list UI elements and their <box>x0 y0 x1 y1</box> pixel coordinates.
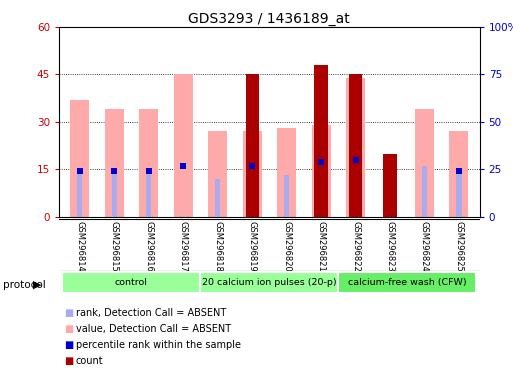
Text: ■: ■ <box>64 340 73 350</box>
Text: value, Detection Call = ABSENT: value, Detection Call = ABSENT <box>76 324 231 334</box>
Text: calcium-free wash (CFW): calcium-free wash (CFW) <box>348 278 466 287</box>
Text: percentile rank within the sample: percentile rank within the sample <box>76 340 241 350</box>
Bar <box>383 154 397 217</box>
Text: ■: ■ <box>64 324 73 334</box>
Bar <box>246 74 259 217</box>
Bar <box>422 166 427 217</box>
Text: GSM296816: GSM296816 <box>144 222 153 272</box>
Bar <box>415 109 434 217</box>
Text: rank, Detection Call = ABSENT: rank, Detection Call = ABSENT <box>76 308 226 318</box>
Bar <box>173 74 192 217</box>
Bar <box>139 109 158 217</box>
Text: GSM296824: GSM296824 <box>420 222 429 272</box>
Text: GSM296822: GSM296822 <box>351 222 360 272</box>
Bar <box>63 272 201 293</box>
Bar <box>112 171 117 217</box>
Bar <box>77 171 82 217</box>
Text: GSM296818: GSM296818 <box>213 222 222 272</box>
Bar <box>146 171 151 217</box>
Text: GSM296820: GSM296820 <box>282 222 291 272</box>
Text: 20 calcium ion pulses (20-p): 20 calcium ion pulses (20-p) <box>202 278 337 287</box>
Bar <box>314 65 328 217</box>
Text: ▶: ▶ <box>33 280 42 290</box>
Text: count: count <box>76 356 104 366</box>
Bar <box>215 179 220 217</box>
Bar <box>70 100 89 217</box>
Text: protocol: protocol <box>3 280 45 290</box>
Bar <box>311 125 330 217</box>
Bar <box>457 171 462 217</box>
Bar <box>349 74 362 217</box>
Bar <box>338 272 476 293</box>
Text: GSM296817: GSM296817 <box>179 222 188 272</box>
Bar <box>201 272 338 293</box>
Text: GSM296821: GSM296821 <box>317 222 326 272</box>
Bar <box>208 131 227 217</box>
Bar <box>105 109 124 217</box>
Text: ■: ■ <box>64 356 73 366</box>
Text: GSM296814: GSM296814 <box>75 222 84 272</box>
Text: ■: ■ <box>64 308 73 318</box>
Bar <box>449 131 468 217</box>
Text: control: control <box>115 278 148 287</box>
Bar <box>277 128 296 217</box>
Text: GSM296819: GSM296819 <box>248 222 256 272</box>
Title: GDS3293 / 1436189_at: GDS3293 / 1436189_at <box>188 12 350 26</box>
Bar <box>243 131 262 217</box>
Text: GSM296823: GSM296823 <box>385 222 394 272</box>
Text: GSM296815: GSM296815 <box>110 222 119 272</box>
Bar <box>284 175 289 217</box>
Bar <box>346 78 365 217</box>
Text: GSM296825: GSM296825 <box>455 222 463 272</box>
